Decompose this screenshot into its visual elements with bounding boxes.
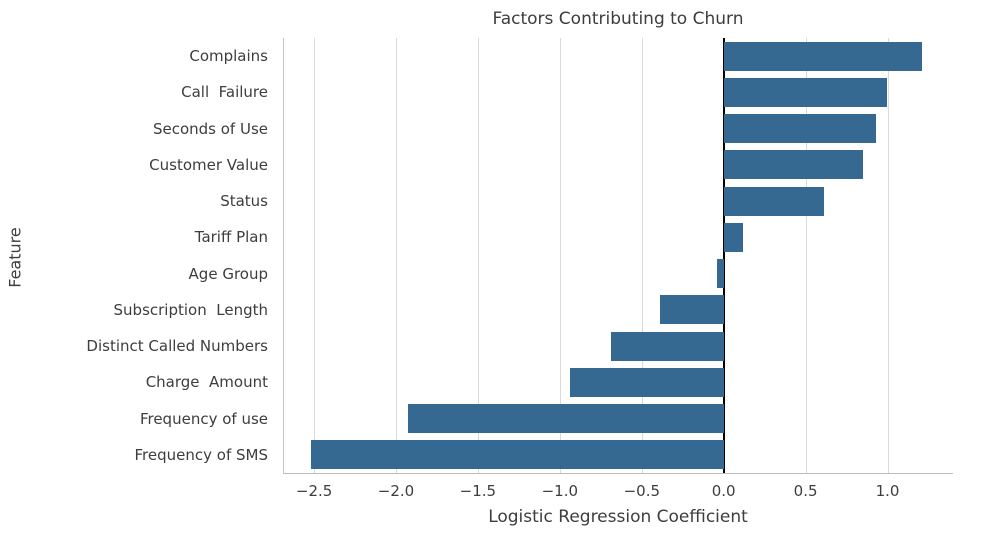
bar-call-failure [723,77,888,107]
y-tick-label: Frequency of use [139,409,268,428]
x-tick-label: 1.0 [875,482,900,500]
x-tick-label: −1.0 [541,482,579,500]
y-tick-label: Seconds of Use [152,119,268,138]
bar-status [723,186,824,216]
y-tick-label: Charge Amount [145,373,268,392]
gridline [887,38,889,473]
x-tick-label: −2.5 [295,482,333,500]
y-tick-label: Tariff Plan [194,228,268,247]
plot-area [283,38,953,474]
y-tick-label: Customer Value [149,155,268,174]
y-tick-label: Call Failure [181,83,268,102]
bar-tariff-plan [723,222,744,252]
bar-distinct-called-numbers [610,331,724,361]
y-tick-label: Subscription Length [113,300,268,319]
y-tick-label: Distinct Called Numbers [86,337,268,356]
y-axis-label: Feature [5,227,25,288]
x-axis-spine [283,473,953,474]
gridline [314,38,316,473]
gridline [477,38,479,473]
y-axis-spine [283,38,284,473]
x-tick-label: 0.5 [793,482,818,500]
bar-subscription-length [659,295,724,325]
x-tick-label: −0.5 [623,482,661,500]
bar-frequency-of-sms [310,440,724,470]
zero-axis-line [722,38,725,473]
gridline [396,38,397,473]
x-axis-label: Logistic Regression Coefficient [488,507,748,527]
x-tick-label: −1.5 [459,482,497,500]
y-tick-label: Frequency of SMS [134,445,268,464]
x-tick-label: −2.0 [377,482,415,500]
bar-charge-amount [569,367,724,397]
bar-seconds-of-use [723,114,876,144]
y-tick-label: Status [220,192,268,211]
bar-frequency-of-use [407,404,724,434]
y-tick-label: Complains [189,47,268,66]
gridline [559,38,561,473]
chart-title: Factors Contributing to Churn [492,9,744,29]
gridline [641,38,643,473]
x-tick-label: 0.0 [711,482,736,500]
bar-complains [723,41,922,71]
bar-customer-value [723,150,863,180]
gridline [805,38,807,473]
y-tick-label: Age Group [188,264,268,283]
bar-age-group [717,259,724,289]
